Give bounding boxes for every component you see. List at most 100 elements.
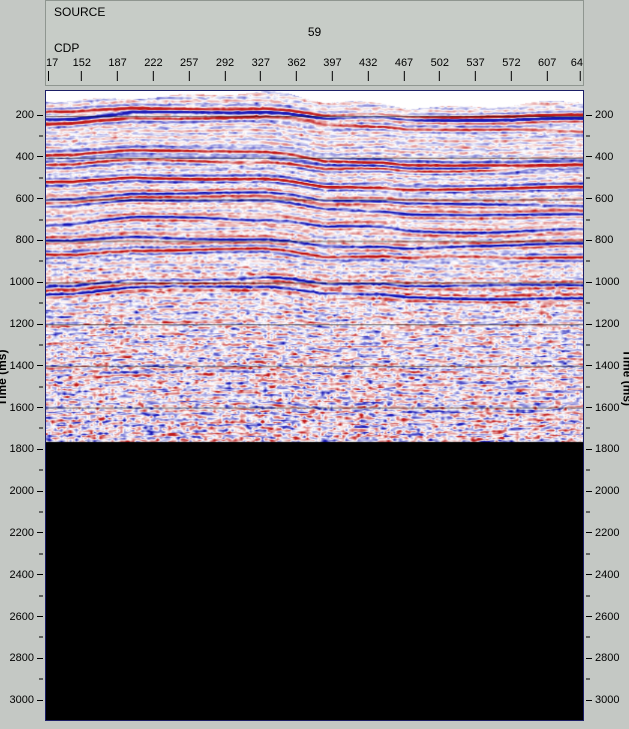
y-tick-mark [39, 219, 43, 220]
cdp-tick-mark [153, 71, 154, 81]
y-tick-mark [586, 658, 592, 659]
y-tick-minor [586, 679, 590, 680]
y-tick-minor [39, 553, 43, 554]
y-tick-label: 2600 [10, 611, 34, 623]
y-tick-mark [586, 553, 590, 554]
y-tick-mark [586, 198, 592, 199]
y-tick-mark [586, 616, 592, 617]
y-tick-mark [37, 407, 43, 408]
seismic-plot[interactable] [45, 90, 584, 721]
y-tick: 2200 [586, 527, 619, 539]
y-tick-mark [37, 282, 43, 283]
cdp-tick-label: 432 [359, 57, 377, 69]
y-tick-minor [586, 595, 590, 596]
cdp-tick: 327 [252, 57, 270, 81]
y-tick-label: 2800 [10, 652, 34, 664]
y-tick: 800 [16, 234, 43, 246]
cdp-tick: 607 [538, 57, 556, 81]
y-tick-minor [39, 135, 43, 136]
cdp-tick-label: 467 [395, 57, 413, 69]
y-tick-mark [39, 512, 43, 513]
cdp-tick-mark [580, 71, 581, 81]
y-tick-mark [37, 532, 43, 533]
cdp-tick-mark [224, 71, 225, 81]
y-tick-label: 2200 [10, 527, 34, 539]
cdp-tick: 572 [502, 57, 520, 81]
y-tick-mark [39, 135, 43, 136]
y-tick-label: 600 [16, 193, 34, 205]
y-tick-mark [586, 156, 592, 157]
cdp-tick-label: 502 [431, 57, 449, 69]
y-tick-minor [586, 344, 590, 345]
y-tick-label: 1400 [10, 360, 34, 372]
y-tick-mark [586, 491, 592, 492]
cdp-tick: 187 [108, 57, 126, 81]
y-tick-mark [39, 177, 43, 178]
y-tick: 1800 [586, 443, 619, 455]
y-tick-mark [39, 386, 43, 387]
y-tick-mark [39, 344, 43, 345]
y-tick-label: 600 [595, 193, 613, 205]
y-tick-label: 2000 [10, 485, 34, 497]
cdp-tick-mark [475, 71, 476, 81]
cdp-tick-label: 64 [571, 57, 583, 69]
cdp-tick-label: 397 [323, 57, 341, 69]
y-tick-minor [39, 303, 43, 304]
y-tick-mark [37, 616, 43, 617]
cdp-tick-label: 362 [287, 57, 305, 69]
y-tick-minor [586, 303, 590, 304]
cdp-tick: 432 [359, 57, 377, 81]
y-tick-mark [586, 261, 590, 262]
y-tick-mark [586, 512, 590, 513]
cdp-tick: 467 [395, 57, 413, 81]
y-tick-mark [586, 240, 592, 241]
y-tick-label: 1000 [10, 276, 34, 288]
cdp-tick: 64 [571, 57, 583, 81]
y-tick-mark [586, 177, 590, 178]
y-tick-mark [39, 261, 43, 262]
y-tick-minor [586, 637, 590, 638]
y-tick-mark [37, 491, 43, 492]
y-tick-minor [586, 512, 590, 513]
y-tick: 3000 [586, 694, 619, 706]
y-tick: 600 [586, 193, 613, 205]
cdp-tick-mark [368, 71, 369, 81]
y-tick-mark [586, 595, 590, 596]
y-tick-label: 200 [16, 109, 34, 121]
y-tick-minor [39, 386, 43, 387]
y-axis-label-right: Time (ms) [620, 349, 629, 405]
y-tick-mark [586, 365, 592, 366]
y-tick-label: 1800 [10, 443, 34, 455]
cdp-tick-label: 152 [73, 57, 91, 69]
y-tick-minor [39, 177, 43, 178]
y-tick-mark [37, 658, 43, 659]
y-tick-minor [586, 219, 590, 220]
y-tick-mark [586, 700, 592, 701]
cdp-tick-label: 17 [46, 57, 58, 69]
cdp-tick-label: 257 [180, 57, 198, 69]
y-tick: 400 [16, 151, 43, 163]
y-tick: 1200 [10, 318, 43, 330]
y-tick-label: 1600 [10, 402, 34, 414]
y-tick-mark [37, 700, 43, 701]
y-tick: 2600 [586, 611, 619, 623]
y-tick: 1800 [10, 443, 43, 455]
cdp-tick-mark [48, 71, 49, 81]
y-tick-label: 800 [595, 234, 613, 246]
y-tick-label: 2400 [595, 569, 619, 581]
y-tick-mark [37, 574, 43, 575]
y-tick-minor [39, 595, 43, 596]
y-tick-label: 800 [16, 234, 34, 246]
y-tick-mark [37, 156, 43, 157]
y-tick-minor [39, 679, 43, 680]
seismic-canvas [46, 91, 583, 720]
cdp-tick-label: 222 [144, 57, 162, 69]
y-tick: 400 [586, 151, 613, 163]
y-tick-label: 3000 [595, 694, 619, 706]
y-tick: 2400 [10, 569, 43, 581]
y-tick-mark [39, 637, 43, 638]
y-tick-label: 1400 [595, 360, 619, 372]
cdp-tick-mark [117, 71, 118, 81]
y-tick-mark [586, 407, 592, 408]
y-tick-minor [586, 177, 590, 178]
